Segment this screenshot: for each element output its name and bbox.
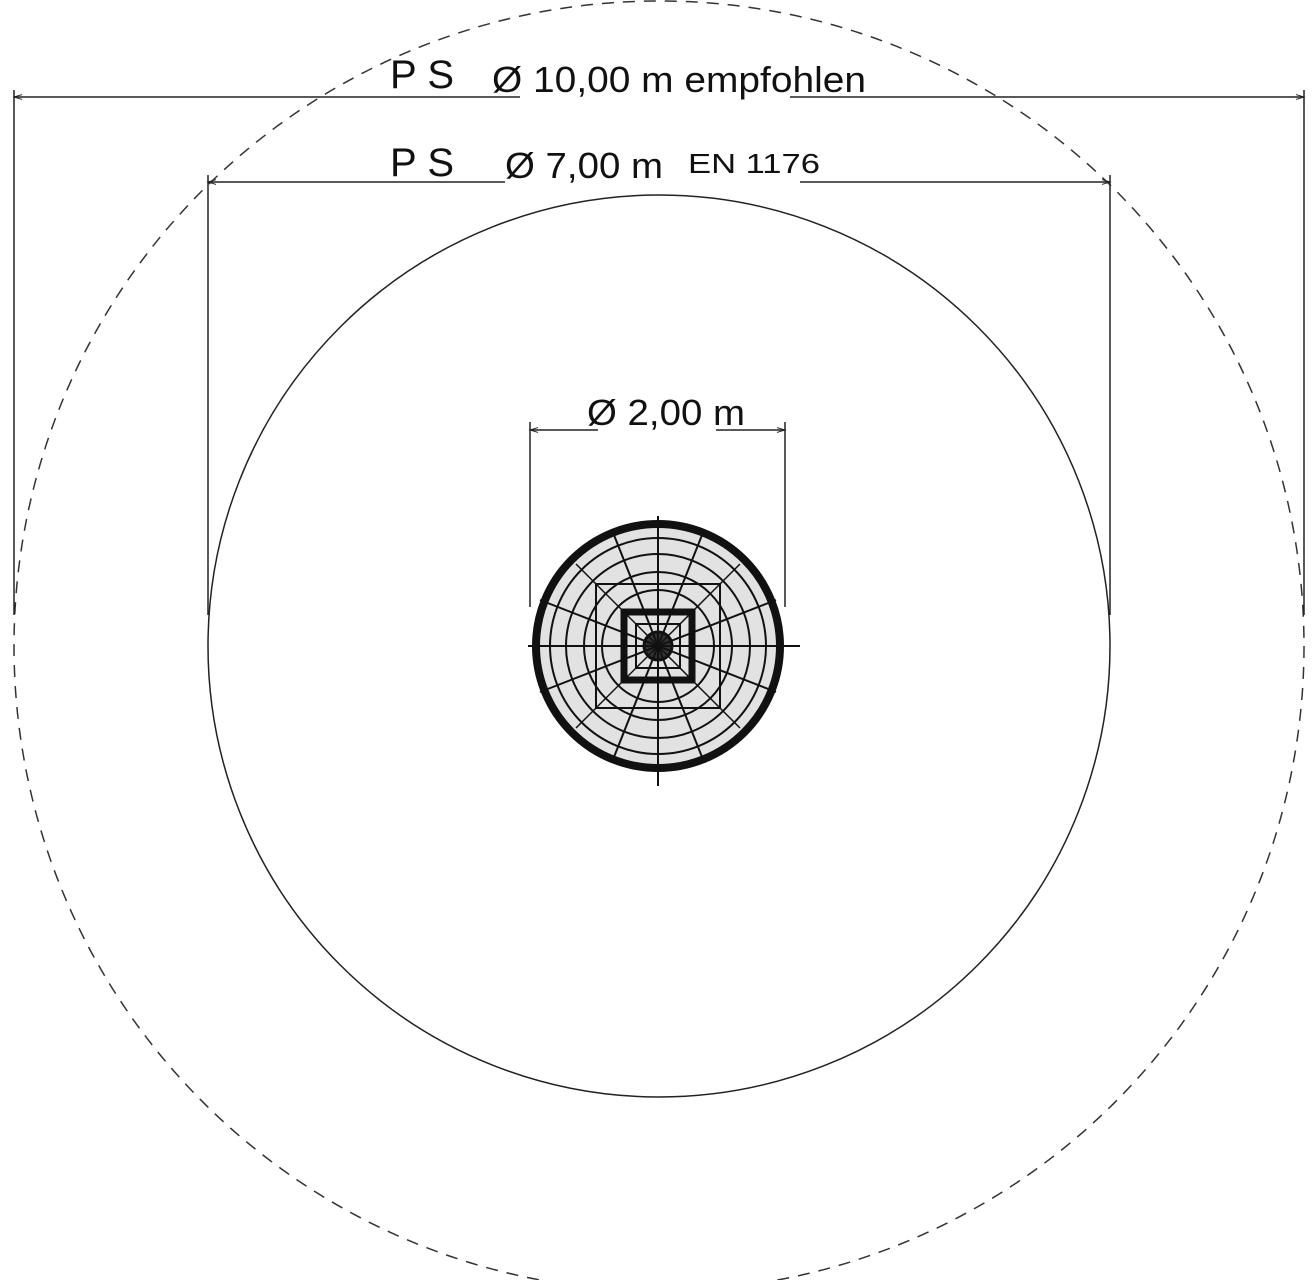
required-circle <box>207 194 1111 1098</box>
dimension-10m <box>12 90 1306 615</box>
dimension-label: Ø 10,00 m empfohlen <box>492 59 866 100</box>
standard-label: EN 1176 <box>688 148 820 179</box>
dimension-label: Ø 7,00 m <box>505 145 663 186</box>
prefix: PS <box>390 53 454 97</box>
dimension-label: Ø 2,00 m <box>587 392 745 433</box>
equipment <box>528 516 800 786</box>
dimension-2m <box>528 422 787 607</box>
dimension-7m <box>206 175 1112 615</box>
recommended-circle <box>13 0 1305 1280</box>
prefix: PS <box>390 141 454 185</box>
